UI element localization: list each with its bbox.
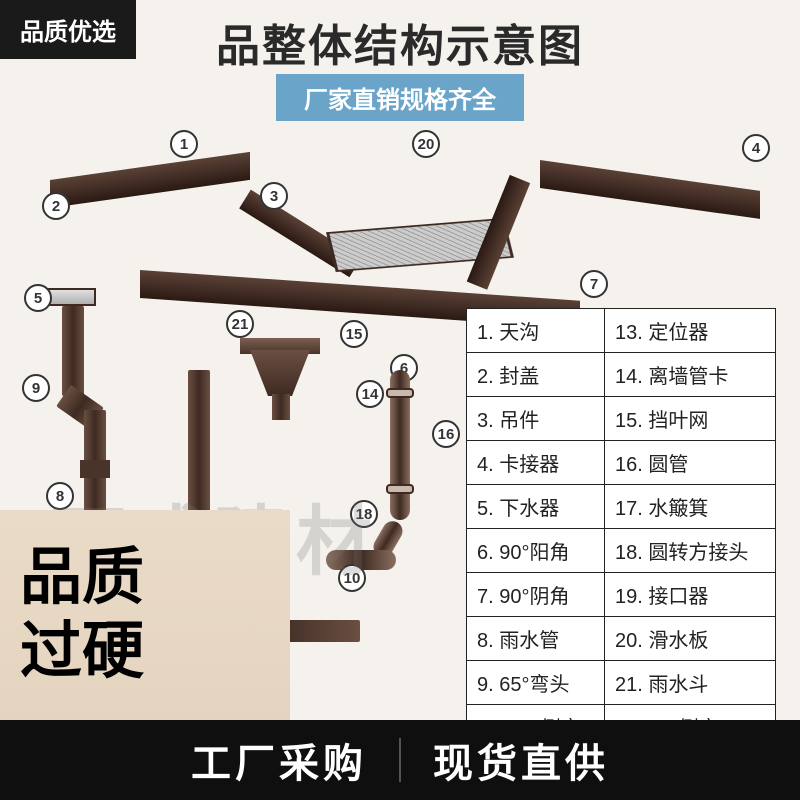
part-cell: 1. 天沟	[467, 309, 605, 353]
table-row: 1. 天沟13. 定位器	[467, 309, 776, 353]
part-cell: 4. 卡接器	[467, 441, 605, 485]
part-cell: 18. 圆转方接头	[605, 529, 776, 573]
callout-circle: 1	[170, 130, 198, 158]
subtitle-banner: 厂家直销规格齐全	[276, 74, 524, 121]
part-cell: 21. 雨水斗	[605, 661, 776, 705]
part-cell: 16. 圆管	[605, 441, 776, 485]
pipe-bracket	[386, 388, 414, 398]
part-cell: 19. 接口器	[605, 573, 776, 617]
part-cell: 7. 90°阴角	[467, 573, 605, 617]
callout-circle: 18	[350, 500, 378, 528]
table-row: 9. 65°弯头21. 雨水斗	[467, 661, 776, 705]
callout-circle: 7	[580, 270, 608, 298]
funnel-stem	[272, 394, 290, 420]
callout-circle: 4	[742, 134, 770, 162]
callout-circle: 20	[412, 130, 440, 158]
gutter-segment	[50, 152, 250, 208]
table-row: 5. 下水器17. 水簸箕	[467, 485, 776, 529]
callout-circle: 16	[432, 420, 460, 448]
part-cell: 2. 封盖	[467, 353, 605, 397]
callout-circle: 3	[260, 182, 288, 210]
table-row: 7. 90°阴角19. 接口器	[467, 573, 776, 617]
table-row: 8. 雨水管20. 滑水板	[467, 617, 776, 661]
part-cell: 14. 离墙管卡	[605, 353, 776, 397]
part-cell: 6. 90°阳角	[467, 529, 605, 573]
rain-funnel	[250, 350, 310, 396]
part-cell: 20. 滑水板	[605, 617, 776, 661]
bottom-bar: 工厂采购 现货直供	[0, 720, 800, 800]
pipe-joint	[80, 460, 110, 478]
callout-circle: 21	[226, 310, 254, 338]
part-cell: 5. 下水器	[467, 485, 605, 529]
table-row: 6. 90°阳角18. 圆转方接头	[467, 529, 776, 573]
part-cell: 3. 吊件	[467, 397, 605, 441]
bottom-bar-label: 工厂采购	[191, 731, 367, 789]
quality-callout: 品质 过硬	[0, 510, 290, 720]
quality-badge: 品质优选	[0, 0, 136, 59]
downpipe	[62, 306, 84, 396]
callout-circle: 8	[46, 482, 74, 510]
parts-table: 1. 天沟13. 定位器2. 封盖14. 离墙管卡3. 吊件15. 挡叶网4. …	[466, 308, 776, 749]
gutter-segment	[540, 160, 760, 219]
part-cell: 8. 雨水管	[467, 617, 605, 661]
part-cell: 17. 水簸箕	[605, 485, 776, 529]
part-cell: 15. 挡叶网	[605, 397, 776, 441]
callout-line: 品质	[20, 541, 290, 615]
drain-box	[46, 288, 96, 306]
table-row: 3. 吊件15. 挡叶网	[467, 397, 776, 441]
pipe-bracket	[386, 484, 414, 494]
bottom-bar-label: 现货直供	[433, 731, 609, 789]
callout-circle: 5	[24, 284, 52, 312]
callout-circle: 9	[22, 374, 50, 402]
part-cell: 9. 65°弯头	[467, 661, 605, 705]
part-cell: 13. 定位器	[605, 309, 776, 353]
divider	[399, 738, 401, 782]
callout-circle: 2	[42, 192, 70, 220]
callout-circle: 14	[356, 380, 384, 408]
callout-circle: 10	[338, 564, 366, 592]
callout-line: 过硬	[20, 615, 290, 689]
table-row: 4. 卡接器16. 圆管	[467, 441, 776, 485]
table-row: 2. 封盖14. 离墙管卡	[467, 353, 776, 397]
